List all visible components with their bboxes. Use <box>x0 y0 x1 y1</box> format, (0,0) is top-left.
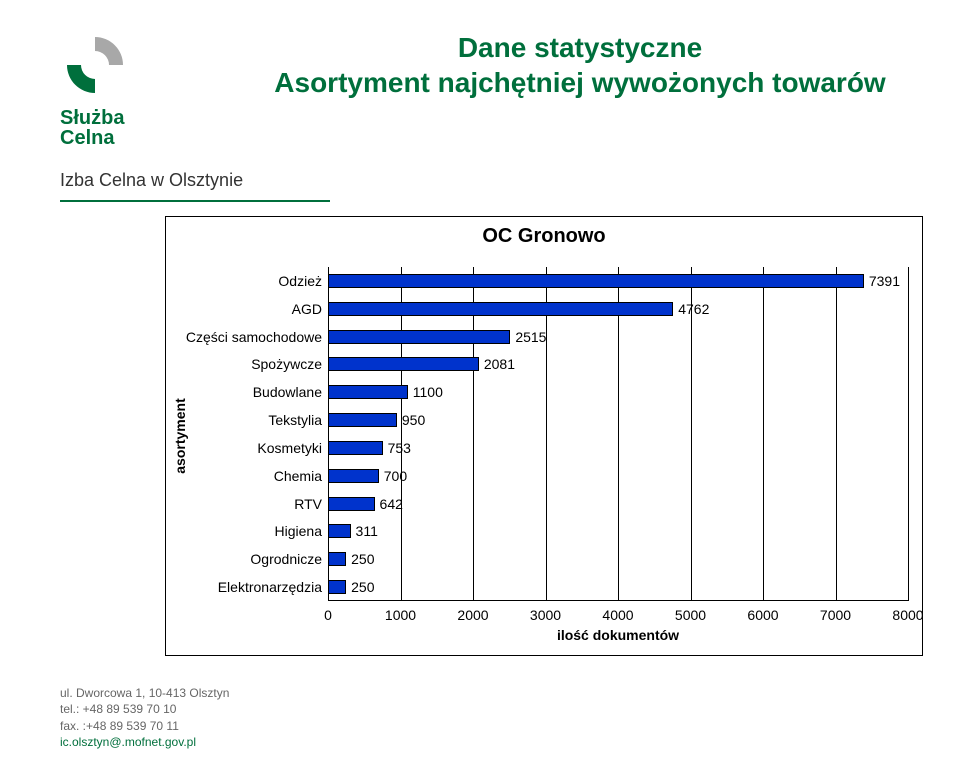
category-label: Higiena <box>275 523 328 539</box>
x-tick-label: 0 <box>324 601 332 623</box>
value-label: 753 <box>382 440 411 456</box>
bar: 1100 <box>328 385 408 399</box>
value-label: 642 <box>374 496 403 512</box>
bar-row: Chemia700 <box>328 469 908 483</box>
bar-row: Ogrodnicze250 <box>328 552 908 566</box>
bar: 311 <box>328 524 351 538</box>
bar: 7391 <box>328 274 864 288</box>
gridline <box>691 267 692 601</box>
category-label: Budowlane <box>253 384 328 400</box>
bar-row: Spożywcze2081 <box>328 357 908 371</box>
category-label: AGD <box>292 301 328 317</box>
category-label: Tekstylia <box>268 412 328 428</box>
bar-row: Odzież7391 <box>328 274 908 288</box>
category-label: Odzież <box>278 273 328 289</box>
x-tick-label: 2000 <box>457 601 488 623</box>
value-label: 250 <box>345 579 374 595</box>
chart-container: OC Gronowo asortyment ilość dokumentów 0… <box>165 216 923 656</box>
value-label: 700 <box>378 468 407 484</box>
x-tick-label: 4000 <box>602 601 633 623</box>
footer-tel: tel.: +48 89 539 70 10 <box>60 701 229 717</box>
bar-row: Elektronarzędzia250 <box>328 580 908 594</box>
y-axis-line <box>328 267 329 601</box>
bar: 250 <box>328 552 346 566</box>
x-tick-label: 6000 <box>747 601 778 623</box>
bar-row: Budowlane1100 <box>328 385 908 399</box>
category-label: Ogrodnicze <box>250 551 328 567</box>
x-tick-label: 3000 <box>530 601 561 623</box>
brand-rule <box>60 200 330 202</box>
x-tick-label: 8000 <box>892 601 923 623</box>
logo-icon <box>60 30 130 100</box>
value-label: 2515 <box>509 329 546 345</box>
footer-fax: fax. :+48 89 539 70 11 <box>60 718 229 734</box>
bar: 2081 <box>328 357 479 371</box>
category-label: Elektronarzędzia <box>218 579 328 595</box>
plot-area: ilość dokumentów 01000200030004000500060… <box>328 267 908 601</box>
chart-title: OC Gronowo <box>166 217 922 248</box>
brand-line-2: Celna <box>60 128 124 148</box>
gridline <box>401 267 402 601</box>
category-label: Kosmetyki <box>257 440 328 456</box>
value-label: 311 <box>350 523 378 539</box>
value-label: 2081 <box>478 356 515 372</box>
brand-subtitle: Izba Celna w Olsztynie <box>60 170 243 191</box>
bar: 753 <box>328 441 383 455</box>
page-title: Dane statystyczne Asortyment najchętniej… <box>220 30 940 100</box>
gridline <box>836 267 837 601</box>
bar: 700 <box>328 469 379 483</box>
y-axis-title: asortyment <box>172 398 188 473</box>
category-label: Spożywcze <box>251 356 328 372</box>
bar: 950 <box>328 413 397 427</box>
footer-address: ul. Dworcowa 1, 10-413 Olsztyn <box>60 685 229 701</box>
value-label: 7391 <box>863 273 900 289</box>
bar-row: Części samochodowe2515 <box>328 330 908 344</box>
bar: 642 <box>328 497 375 511</box>
bar: 4762 <box>328 302 673 316</box>
x-tick-label: 5000 <box>675 601 706 623</box>
bar-row: RTV642 <box>328 497 908 511</box>
gridline <box>908 267 909 601</box>
value-label: 4762 <box>672 301 709 317</box>
bar-row: AGD4762 <box>328 302 908 316</box>
title-line-1: Dane statystyczne <box>220 30 940 65</box>
category-label: Części samochodowe <box>186 329 328 345</box>
x-tick-label: 7000 <box>820 601 851 623</box>
bar-row: Kosmetyki753 <box>328 441 908 455</box>
x-tick-label: 1000 <box>385 601 416 623</box>
bar: 2515 <box>328 330 510 344</box>
title-line-2: Asortyment najchętniej wywożonych towaró… <box>220 65 940 100</box>
brand-line-1: Służba <box>60 108 124 128</box>
footer-email: ic.olsztyn@.mofnet.gov.pl <box>60 734 229 750</box>
gridline <box>473 267 474 601</box>
bar-row: Higiena311 <box>328 524 908 538</box>
category-label: RTV <box>294 496 328 512</box>
category-label: Chemia <box>274 468 328 484</box>
gridline <box>546 267 547 601</box>
bar: 250 <box>328 580 346 594</box>
gridline <box>618 267 619 601</box>
value-label: 250 <box>345 551 374 567</box>
gridline <box>763 267 764 601</box>
bar-row: Tekstylia950 <box>328 413 908 427</box>
value-label: 1100 <box>407 384 443 400</box>
value-label: 950 <box>396 412 425 428</box>
footer: ul. Dworcowa 1, 10-413 Olsztyn tel.: +48… <box>60 685 229 750</box>
logo <box>60 30 130 100</box>
brand: Służba Celna <box>60 108 124 148</box>
